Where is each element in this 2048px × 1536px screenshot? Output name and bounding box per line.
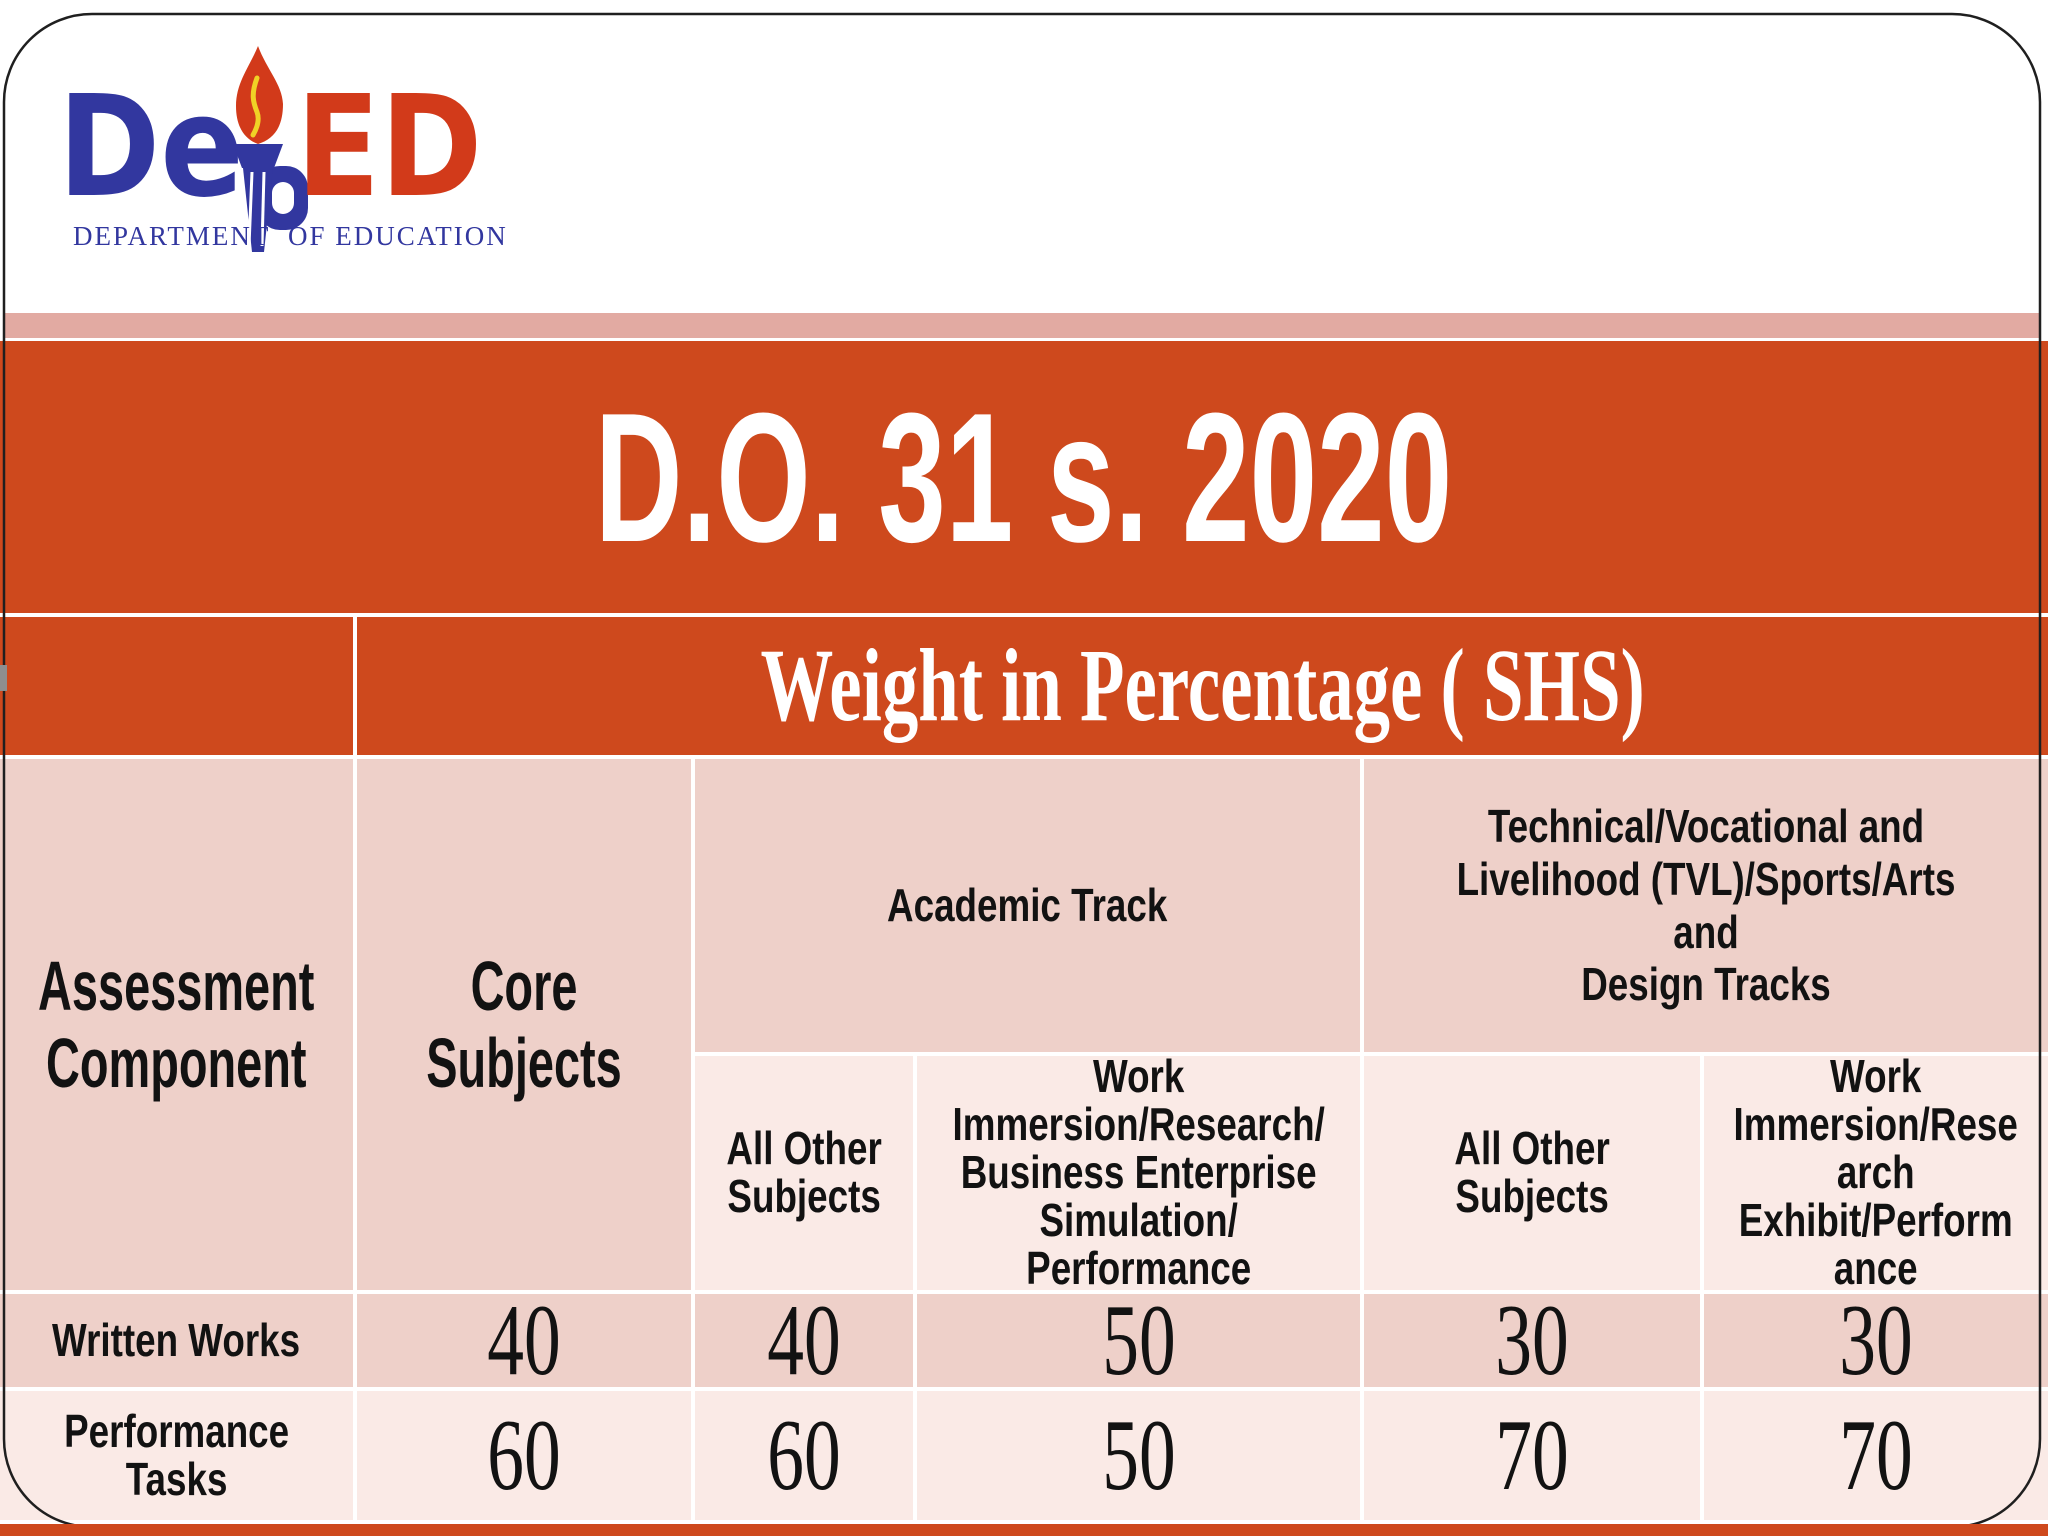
written-works-tvl-other: 30	[1495, 1283, 1569, 1397]
table-cell: 70	[1364, 1391, 1700, 1520]
title-banner: D.O. 31 s. 2020	[0, 341, 2048, 613]
table-cell: 40	[695, 1289, 913, 1391]
performance-tasks-label: Performance Tasks	[63, 1404, 289, 1505]
table-cell: 50	[917, 1289, 1360, 1391]
weight-header-cell: Weight in Percentage ( SHS)	[357, 617, 2048, 755]
logo-text-ed: ED	[296, 66, 483, 229]
written-works-acad-other: 40	[767, 1283, 841, 1397]
slide-title: D.O. 31 s. 2020	[595, 374, 1453, 580]
work-immersion-academic-label: Work Immersion/Research/ Business Enterp…	[952, 1050, 1325, 1294]
performance-acad-immersion: 50	[1101, 1398, 1176, 1512]
performance-core: 60	[487, 1398, 561, 1512]
academic-track-header: Academic Track	[695, 759, 1360, 1052]
pink-divider-band	[5, 313, 2041, 338]
assessment-component-label: Assessment Component	[38, 946, 315, 1102]
all-other-subjects-academic-label: All Other Subjects	[726, 1122, 882, 1222]
written-works-tvl-immersion: 30	[1839, 1283, 1913, 1397]
core-subjects-label: Core Subjects	[426, 946, 622, 1102]
academic-track-label: Academic Track	[887, 878, 1168, 931]
weight-header-label: Weight in Percentage ( SHS)	[760, 628, 1645, 743]
table-cell: 50	[917, 1391, 1360, 1520]
sub-header-all-other-subjects-tvl: All Other Subjects	[1364, 1056, 1700, 1290]
tvl-track-header: Technical/Vocational and Livelihood (TVL…	[1364, 759, 2048, 1052]
logo-subtitle-department: DEPARTMENT	[73, 221, 271, 251]
table-row-label: Performance Tasks	[0, 1391, 353, 1520]
tvl-track-label: Technical/Vocational and Livelihood (TVL…	[1456, 799, 1956, 1011]
left-edge-tab	[0, 665, 7, 691]
core-subjects-header: Core Subjects	[357, 759, 691, 1290]
performance-tvl-other: 70	[1495, 1398, 1569, 1512]
assessment-component-header: Assessment Component	[0, 759, 353, 1290]
written-works-label: Written Works	[52, 1313, 301, 1366]
table-row-label: Written Works	[0, 1294, 353, 1387]
table-cell: 40	[357, 1289, 691, 1391]
bottom-accent-bar	[0, 1524, 2048, 1536]
sub-header-work-immersion-academic: Work Immersion/Research/ Business Enterp…	[917, 1050, 1360, 1294]
work-immersion-tvl-label: Work Immersion/Rese arch Exhibit/Perform…	[1733, 1050, 2019, 1294]
table-cell: 30	[1704, 1289, 2048, 1391]
written-works-acad-immersion: 50	[1101, 1283, 1176, 1397]
table-cell: 70	[1704, 1391, 2048, 1520]
logo-subtitle-of-education: OF EDUCATION	[288, 221, 508, 251]
table-cell: 60	[357, 1391, 691, 1520]
performance-tvl-immersion: 70	[1839, 1398, 1913, 1512]
table-cell: 30	[1364, 1289, 1700, 1391]
sub-header-all-other-subjects-academic: All Other Subjects	[695, 1056, 913, 1290]
sub-header-work-immersion-tvl: Work Immersion/Rese arch Exhibit/Perform…	[1704, 1050, 2048, 1294]
weight-header-empty-cell	[0, 617, 353, 755]
all-other-subjects-tvl-label: All Other Subjects	[1454, 1122, 1610, 1222]
written-works-core: 40	[487, 1283, 561, 1397]
performance-acad-other: 60	[767, 1398, 841, 1512]
table-cell: 60	[695, 1391, 913, 1520]
